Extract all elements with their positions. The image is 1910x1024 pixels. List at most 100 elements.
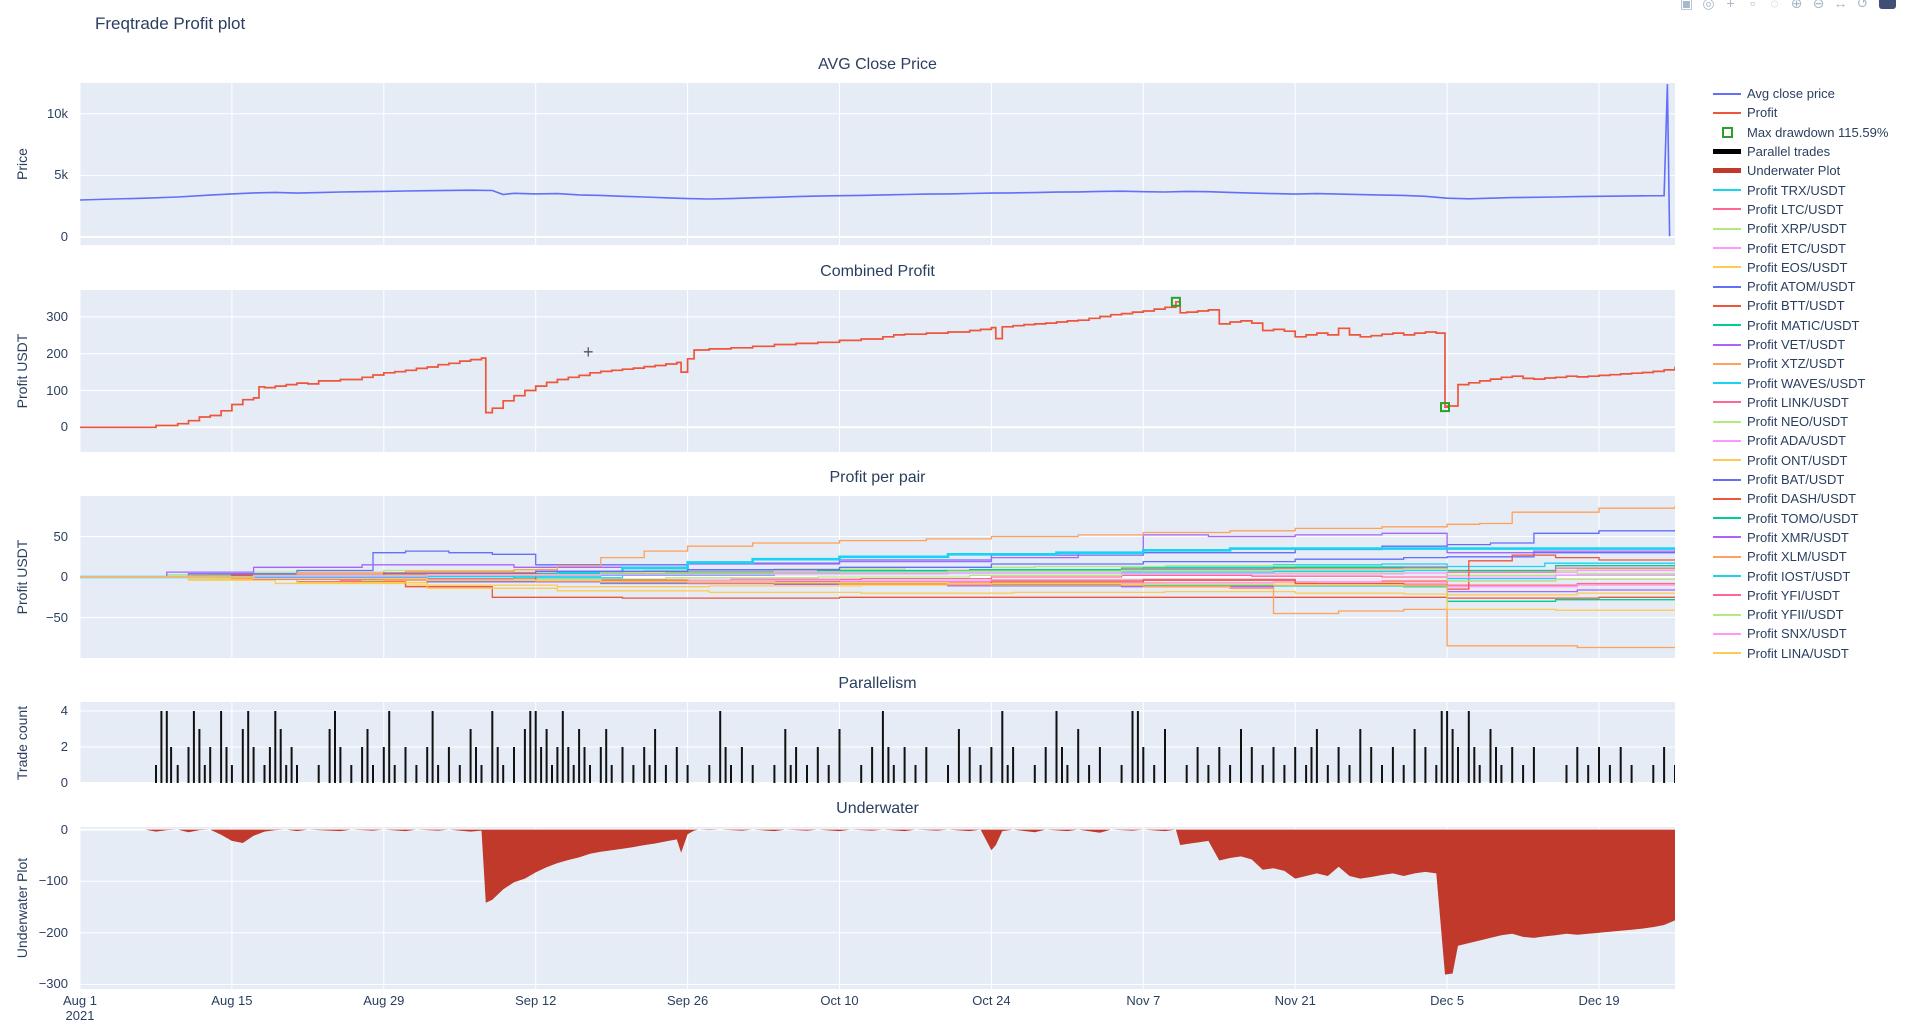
legend-item[interactable]: Profit ADA/USDT: [1712, 431, 1888, 450]
subplot-avg-close-price: AVG Close Price Price 0 5k 10k: [0, 56, 1910, 245]
trace-line-icon: [1712, 497, 1742, 500]
zoom-icon[interactable]: ◎: [1702, 0, 1715, 11]
trace-profit-dash-usdt[interactable]: [80, 554, 1675, 590]
legend-item[interactable]: Profit ETC/USDT: [1712, 238, 1888, 257]
legend-item[interactable]: Profit WAVES/USDT: [1712, 373, 1888, 392]
subplot-title: Underwater: [836, 800, 919, 817]
legend-item[interactable]: Profit XLM/USDT: [1712, 547, 1888, 566]
legend-label: Profit VET/USDT: [1747, 337, 1846, 352]
legend-label: Profit LTC/USDT: [1747, 201, 1844, 217]
legend-item[interactable]: Profit SNX/USDT: [1712, 624, 1888, 643]
max-drawdown-markers[interactable]: [1170, 296, 1450, 413]
legend-item[interactable]: Profit: [1712, 103, 1888, 122]
trace-line-icon: [1712, 343, 1742, 346]
page-title: Freqtrade Profit plot: [95, 14, 246, 33]
legend-label: Profit LINA/USDT: [1747, 645, 1849, 661]
legend-item[interactable]: Profit LINK/USDT: [1712, 393, 1888, 412]
plot-area[interactable]: [80, 702, 1675, 783]
trace-line-icon: [1712, 594, 1742, 597]
plotly-logo[interactable]: [1879, 0, 1896, 9]
y-tick-label: 200: [46, 345, 68, 361]
legend-item[interactable]: Profit LINA/USDT: [1712, 644, 1888, 663]
legend-item[interactable]: Profit BAT/USDT: [1712, 470, 1888, 489]
legend-item[interactable]: Profit IOST/USDT: [1712, 566, 1888, 585]
y-tick-labels: 0 100 200 300: [0, 290, 74, 452]
y-tick-label: 5k: [54, 167, 68, 183]
trace-line-icon: [1712, 478, 1742, 481]
trace-line-icon: [1712, 266, 1742, 269]
drawdown-marker-icon: [1712, 126, 1742, 138]
legend-item[interactable]: Profit YFI/USDT: [1712, 586, 1888, 605]
legend-item[interactable]: Profit EOS/USDT: [1712, 258, 1888, 277]
x-tick-label: Sep 26: [667, 993, 709, 1008]
trace-profit[interactable]: [80, 300, 1675, 429]
lasso-icon[interactable]: ◌: [1770, 0, 1779, 11]
legend-item[interactable]: Profit NEO/USDT: [1712, 412, 1888, 431]
trace-line-icon: [1712, 420, 1742, 423]
zoom-out-icon[interactable]: ⊖: [1812, 0, 1825, 11]
y-tick-label: 0: [60, 228, 68, 244]
trace-profit-ont-usdt[interactable]: [80, 576, 1675, 596]
trace-line-icon: [1712, 247, 1742, 250]
box-select-icon[interactable]: ▫: [1750, 0, 1755, 11]
x-tick-label: Aug 29: [363, 993, 405, 1008]
plot-area[interactable]: [80, 83, 1675, 245]
subplot-title: Combined Profit: [820, 263, 935, 280]
trace-line-icon: [1712, 324, 1742, 327]
legend-item[interactable]: Profit MATIC/USDT: [1712, 316, 1888, 335]
trace-line-icon: [1712, 536, 1742, 539]
trace-profit-lina-usdt[interactable]: [80, 576, 1675, 611]
legend-item[interactable]: Profit BTT/USDT: [1712, 296, 1888, 315]
trace-profit-xlm-usdt[interactable]: [80, 576, 1675, 649]
trace-profit-vet-usdt[interactable]: [80, 532, 1675, 578]
trace-line-icon: [1712, 285, 1742, 288]
legend-item[interactable]: Max drawdown 115.59%: [1712, 123, 1888, 142]
trace-profit-snx-usdt[interactable]: [80, 572, 1675, 578]
legend-label: Profit YFII/USDT: [1747, 607, 1844, 623]
legend-label: Profit WAVES/USDT: [1747, 375, 1866, 391]
trace-line-icon: [1712, 613, 1742, 616]
trace-profit-bat-usdt[interactable]: [80, 551, 1675, 578]
y-tick-labels: 0 2 4: [0, 702, 74, 790]
reset-axes-icon[interactable]: ↺: [1856, 0, 1869, 11]
legend-item[interactable]: Profit ONT/USDT: [1712, 451, 1888, 470]
legend-item[interactable]: Profit ATOM/USDT: [1712, 277, 1888, 296]
legend-label: Max drawdown 115.59%: [1747, 124, 1889, 140]
trace-profit-xtz-usdt[interactable]: [80, 505, 1675, 578]
plot-area[interactable]: [80, 290, 1675, 452]
pan-icon[interactable]: +: [1726, 0, 1735, 11]
plot-area[interactable]: [80, 496, 1675, 658]
legend-item[interactable]: Profit LTC/USDT: [1712, 200, 1888, 219]
legend-item[interactable]: Profit DASH/USDT: [1712, 489, 1888, 508]
legend-item[interactable]: Profit TOMO/USDT: [1712, 509, 1888, 528]
legend-item[interactable]: Profit XRP/USDT: [1712, 219, 1888, 238]
legend-item[interactable]: Profit XTZ/USDT: [1712, 354, 1888, 373]
x-tick-label: Oct 24: [972, 993, 1011, 1008]
autoscale-icon[interactable]: ↔: [1833, 0, 1848, 11]
legend-label: Profit LINK/USDT: [1747, 394, 1849, 410]
trace-line-icon: [1712, 111, 1742, 114]
legend-item[interactable]: Profit VET/USDT: [1712, 335, 1888, 354]
y-tick-label: −50: [45, 609, 68, 625]
zoom-in-icon[interactable]: ⊕: [1790, 0, 1803, 11]
legend-item[interactable]: Underwater Plot: [1712, 161, 1888, 180]
legend-item[interactable]: Avg close price: [1712, 84, 1888, 103]
y-tick-label: 10k: [47, 105, 68, 121]
trace-avg-close-price[interactable]: [80, 84, 1671, 237]
trace-line-icon: [1712, 517, 1742, 520]
legend-item[interactable]: Profit TRX/USDT: [1712, 180, 1888, 199]
legend-item[interactable]: Parallel trades: [1712, 142, 1888, 161]
legend-item[interactable]: Profit XMR/USDT: [1712, 528, 1888, 547]
legend-label: Profit TOMO/USDT: [1747, 510, 1859, 526]
trace-profit-xmr-usdt[interactable]: [80, 576, 1675, 593]
subplot-title: Parallelism: [838, 675, 917, 692]
legend-item[interactable]: Profit YFII/USDT: [1712, 605, 1888, 624]
modebar: ▣ ◎ + ▫ ◌ ⊕ ⊖ ↔ ↺: [1677, 0, 1896, 13]
legend-label: Profit XTZ/USDT: [1747, 356, 1845, 372]
camera-icon[interactable]: ▣: [1679, 0, 1694, 11]
trace-underwater-plot[interactable]: [80, 829, 1675, 975]
plot-area[interactable]: [80, 827, 1675, 989]
parallel-trades-bars[interactable]: [155, 711, 1675, 783]
trace-profit-btt-usdt[interactable]: [80, 576, 1675, 599]
